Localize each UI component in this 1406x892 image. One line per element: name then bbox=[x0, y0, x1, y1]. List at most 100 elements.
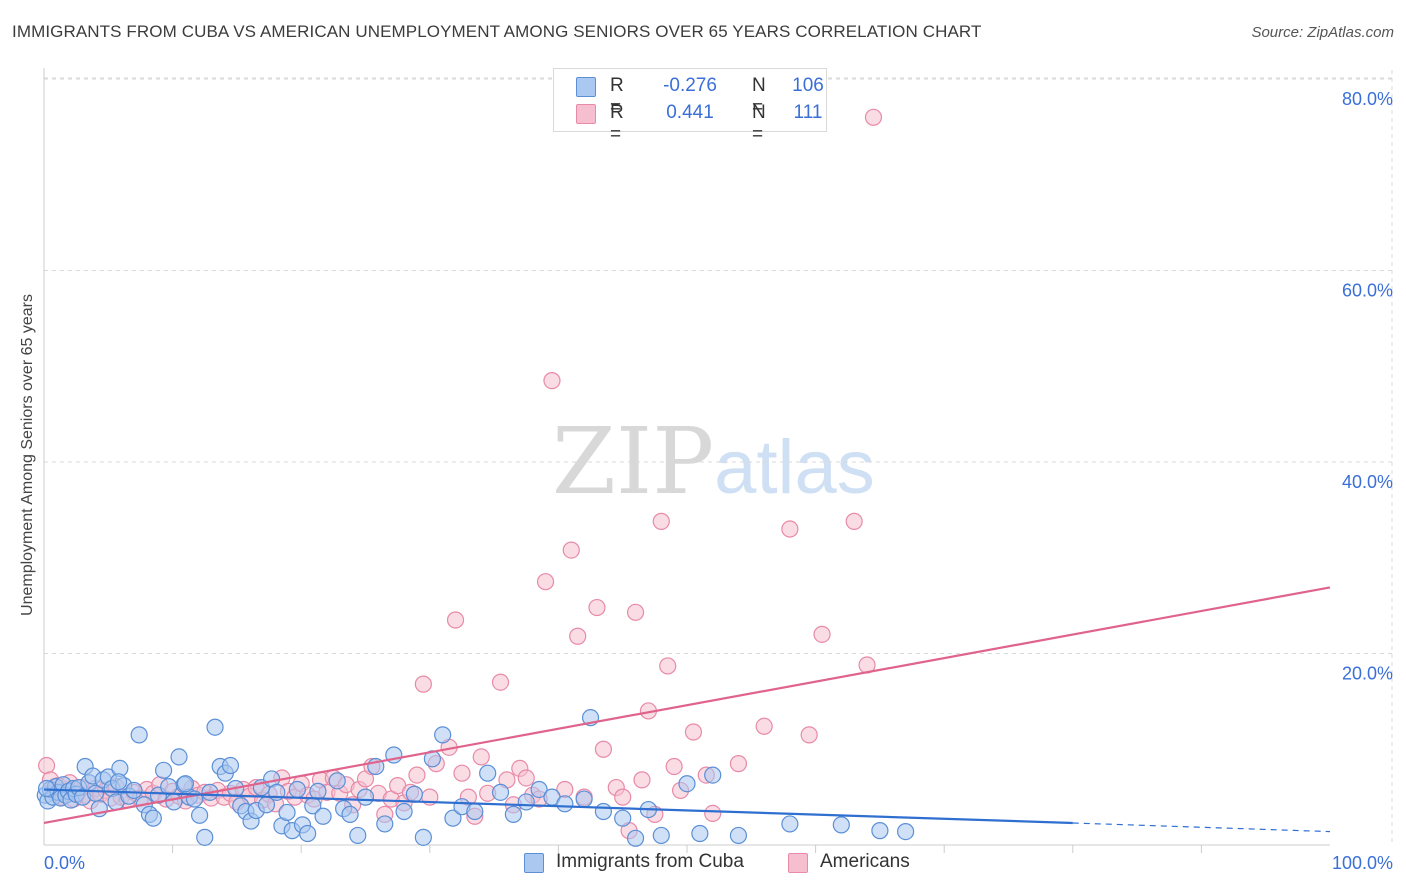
cuba-point bbox=[166, 794, 182, 810]
cuba-point bbox=[518, 794, 534, 810]
americans-point bbox=[660, 658, 676, 674]
legend-n-value-americans: 111 bbox=[784, 102, 832, 124]
legend-n-value-cuba: 106 bbox=[784, 75, 832, 97]
legend-swatch-americans bbox=[576, 104, 596, 124]
cuba-trendline-extension bbox=[1073, 823, 1330, 832]
cuba-point bbox=[872, 823, 888, 839]
cuba-point bbox=[396, 803, 412, 819]
cuba-point bbox=[653, 827, 669, 843]
americans-point bbox=[705, 805, 721, 821]
americans-point bbox=[666, 758, 682, 774]
cuba-point bbox=[222, 758, 238, 774]
americans-point bbox=[801, 727, 817, 743]
cuba-point bbox=[782, 816, 798, 832]
cuba-point bbox=[377, 816, 393, 832]
legend-n-label: N = bbox=[752, 102, 766, 146]
americans-point bbox=[595, 741, 611, 757]
cuba-point bbox=[161, 779, 177, 795]
americans-point bbox=[782, 521, 798, 537]
cuba-point bbox=[595, 803, 611, 819]
cuba-point bbox=[705, 767, 721, 783]
americans-point bbox=[39, 758, 55, 774]
legend-r-label: R = bbox=[610, 102, 624, 146]
americans-point bbox=[615, 789, 631, 805]
y-tick-label: 60.0% bbox=[1342, 281, 1393, 301]
cuba-point bbox=[197, 829, 213, 845]
americans-point bbox=[756, 718, 772, 734]
y-tick-label: 20.0% bbox=[1342, 664, 1393, 684]
cuba-point bbox=[126, 782, 142, 798]
cuba-point bbox=[679, 776, 695, 792]
cuba-point bbox=[315, 808, 331, 824]
cuba-point bbox=[342, 806, 358, 822]
bottom-legend-swatch-americans bbox=[788, 853, 808, 873]
americans-point bbox=[634, 772, 650, 788]
americans-point bbox=[409, 767, 425, 783]
y-tick-label: 40.0% bbox=[1342, 472, 1393, 492]
cuba-point bbox=[898, 824, 914, 840]
cuba-point bbox=[576, 791, 592, 807]
cuba-point bbox=[131, 727, 147, 743]
y-tick-label: 80.0% bbox=[1342, 89, 1393, 109]
x-tick-label-min: 0.0% bbox=[44, 853, 85, 873]
cuba-point bbox=[171, 749, 187, 765]
americans-point bbox=[685, 724, 701, 740]
americans-point bbox=[518, 770, 534, 786]
cuba-point bbox=[730, 827, 746, 843]
americans-points bbox=[39, 109, 882, 838]
americans-point bbox=[454, 765, 470, 781]
bottom-legend-label-cuba: Immigrants from Cuba bbox=[556, 851, 744, 873]
legend-swatch-cuba bbox=[576, 77, 596, 97]
americans-point bbox=[570, 628, 586, 644]
cuba-point bbox=[557, 796, 573, 812]
legend-r-value-americans: 0.441 bbox=[646, 102, 734, 124]
cuba-point bbox=[145, 810, 161, 826]
cuba-point bbox=[192, 807, 208, 823]
americans-point bbox=[493, 674, 509, 690]
bottom-legend-label-americans: Americans bbox=[820, 851, 910, 873]
americans-point bbox=[473, 749, 489, 765]
americans-point bbox=[730, 756, 746, 772]
legend-r-value-cuba: -0.276 bbox=[646, 75, 734, 97]
cuba-point bbox=[493, 784, 509, 800]
americans-point bbox=[628, 604, 644, 620]
cuba-point bbox=[692, 826, 708, 842]
americans-point bbox=[415, 676, 431, 692]
bottom-legend-swatch-cuba bbox=[524, 853, 544, 873]
cuba-point bbox=[415, 829, 431, 845]
cuba-point bbox=[467, 803, 483, 819]
cuba-point bbox=[329, 773, 345, 789]
cuba-point bbox=[279, 804, 295, 820]
cuba-point bbox=[350, 827, 366, 843]
americans-point bbox=[589, 600, 605, 616]
grid-layer bbox=[44, 70, 1392, 845]
correlation-legend: R = -0.276 N = 106 R = 0.441 N = 111 bbox=[553, 68, 827, 132]
cuba-point bbox=[358, 789, 374, 805]
americans-point bbox=[538, 574, 554, 590]
cuba-point bbox=[300, 826, 316, 842]
x-tick-label-max: 100.0% bbox=[1332, 853, 1393, 873]
cuba-point bbox=[310, 783, 326, 799]
cuba-point bbox=[833, 817, 849, 833]
americans-point bbox=[563, 542, 579, 558]
americans-point bbox=[865, 109, 881, 125]
cuba-points bbox=[37, 710, 913, 847]
tick-label-layer: 20.0% 40.0% 60.0% 80.0% 0.0% 100.0% bbox=[44, 89, 1393, 873]
cuba-point bbox=[207, 719, 223, 735]
americans-point bbox=[448, 612, 464, 628]
cuba-point bbox=[615, 810, 631, 826]
cuba-point bbox=[177, 776, 193, 792]
americans-point bbox=[653, 513, 669, 529]
cuba-point bbox=[406, 786, 422, 802]
americans-point bbox=[544, 373, 560, 389]
cuba-point bbox=[435, 727, 451, 743]
americans-point bbox=[846, 513, 862, 529]
cuba-point bbox=[480, 765, 496, 781]
scatter-plot: 20.0% 40.0% 60.0% 80.0% 0.0% 100.0% bbox=[0, 0, 1406, 892]
cuba-point bbox=[156, 762, 172, 778]
americans-point bbox=[814, 626, 830, 642]
cuba-point bbox=[628, 830, 644, 846]
cuba-point bbox=[111, 774, 127, 790]
cuba-point bbox=[289, 781, 305, 797]
cuba-point bbox=[505, 806, 521, 822]
